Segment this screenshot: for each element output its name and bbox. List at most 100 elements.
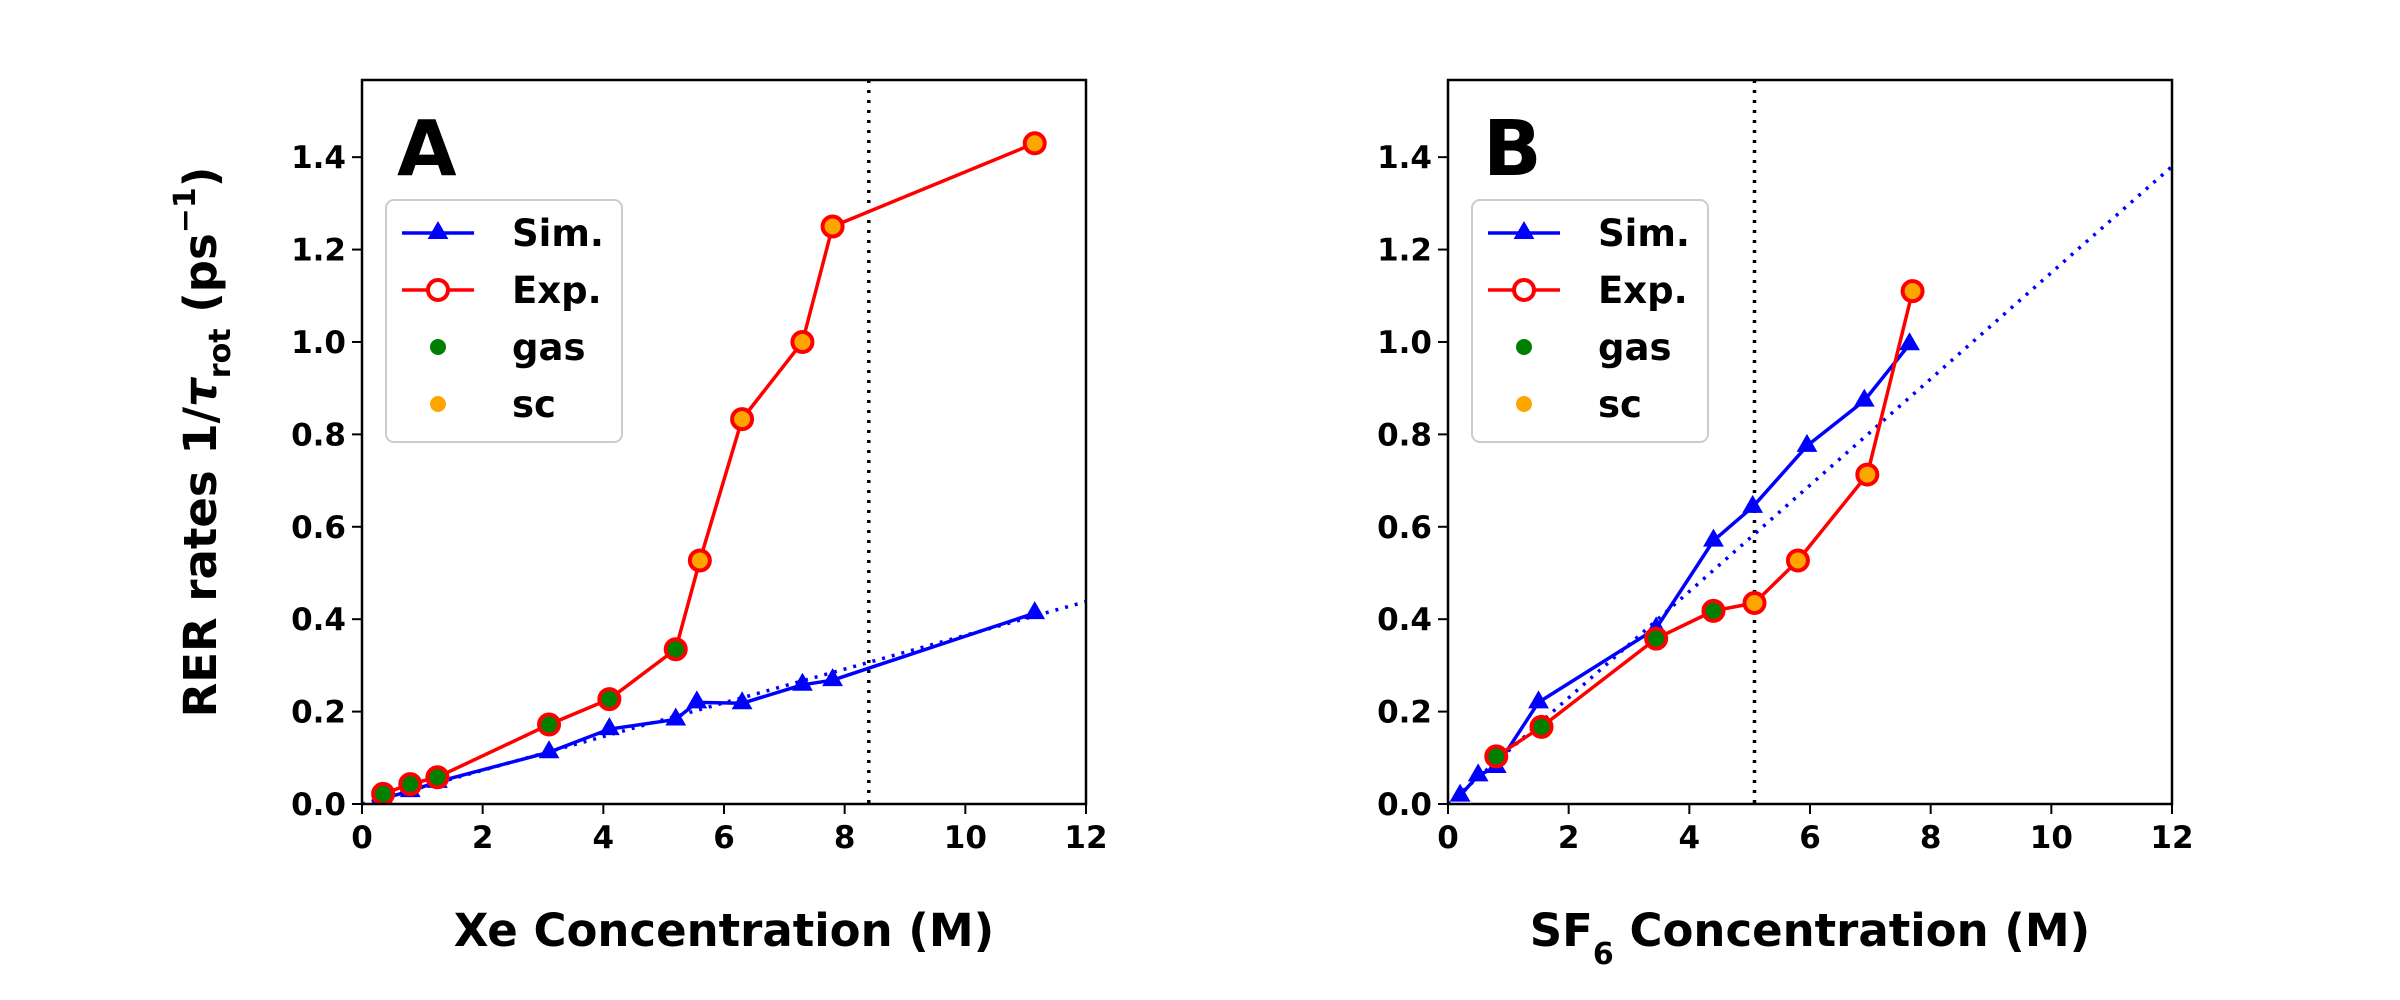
exp-point bbox=[1644, 626, 1669, 651]
sim-point bbox=[538, 740, 560, 759]
exp-point bbox=[1900, 279, 1925, 304]
y-tick-label: 0.6 bbox=[1377, 510, 1432, 546]
exp-point bbox=[1785, 548, 1810, 573]
panel-label: A bbox=[397, 105, 457, 194]
y-axis-label-unit-close: ) bbox=[174, 167, 227, 188]
y-axis-label-sub: rot bbox=[203, 328, 238, 378]
y-tick-label: 0.4 bbox=[1377, 602, 1432, 638]
legend-label: sc bbox=[512, 383, 556, 426]
sim-point bbox=[1796, 433, 1818, 452]
y-tick-label: 0.0 bbox=[291, 787, 346, 823]
panel-label: B bbox=[1483, 105, 1542, 194]
plot-area bbox=[1448, 80, 2172, 804]
legend-label: Sim. bbox=[512, 212, 604, 255]
legend-frame bbox=[385, 199, 623, 443]
exp-point bbox=[1701, 598, 1726, 623]
y-axis-label-unit-sup: −1 bbox=[168, 187, 203, 233]
sim-point bbox=[822, 668, 843, 687]
legend-gas-marker bbox=[430, 339, 446, 355]
legend-gas-marker bbox=[1516, 339, 1532, 355]
exp-point bbox=[1742, 591, 1767, 616]
legend-sim-marker bbox=[1513, 221, 1535, 239]
sim-point bbox=[792, 672, 813, 691]
x-tick-label: 2 bbox=[472, 820, 494, 856]
legend-exp-marker bbox=[426, 278, 450, 302]
legend-label: gas bbox=[1598, 326, 1671, 369]
plot-area bbox=[362, 80, 1086, 804]
legend-label: Exp. bbox=[512, 269, 602, 312]
x-tick-label: 10 bbox=[944, 820, 987, 856]
x-tick-label: 4 bbox=[1679, 820, 1701, 856]
sim-point bbox=[1742, 494, 1764, 513]
legend-sim-marker bbox=[427, 221, 449, 239]
sim-point bbox=[598, 717, 620, 736]
sim-point bbox=[686, 690, 708, 709]
y-tick-label: 0.0 bbox=[1377, 787, 1432, 823]
x-tick-label: 6 bbox=[713, 820, 735, 856]
legend-exp-marker bbox=[1512, 278, 1536, 302]
exp-point bbox=[730, 407, 755, 432]
sim-point bbox=[665, 707, 687, 726]
exp-point bbox=[790, 329, 815, 354]
panel-b: 0 2 4 6 8 10 12 0.0 0.2 0.4 0.6 0.8 1.0 1.2 1.4 SF6 Con… bbox=[1377, 78, 2194, 972]
x-tick-label: 0 bbox=[1437, 820, 1459, 856]
x-tick-label: 10 bbox=[2030, 820, 2073, 856]
exp-point bbox=[1484, 744, 1509, 769]
x-tick-label: 4 bbox=[593, 820, 615, 856]
exp-point bbox=[597, 687, 622, 712]
sim-point bbox=[1024, 601, 1046, 620]
x-axis-label: Xe Concentration (M) bbox=[454, 904, 994, 957]
y-tick-label: 0.8 bbox=[291, 417, 346, 453]
legend-label: gas bbox=[512, 326, 585, 369]
exp-point bbox=[687, 548, 712, 573]
legend-sc-marker bbox=[1516, 396, 1532, 412]
sim-point bbox=[1853, 388, 1875, 407]
exp-point bbox=[1855, 462, 1880, 487]
sim-point bbox=[1703, 528, 1724, 547]
y-tick-label: 1.0 bbox=[291, 325, 346, 361]
plot-frame bbox=[1446, 78, 2174, 806]
plot-frame bbox=[360, 78, 1088, 806]
x-tick-label: 12 bbox=[2150, 820, 2193, 856]
y-tick-label: 1.4 bbox=[1377, 140, 1432, 176]
exp-series-line bbox=[1495, 290, 1915, 758]
legend-label: sc bbox=[1598, 383, 1642, 426]
x-tick-label: 2 bbox=[1558, 820, 1580, 856]
x-axis-label-sub: 6 bbox=[1593, 937, 1614, 972]
x-axis-label: SF6 Concentration (M) bbox=[1530, 904, 2090, 972]
exp-point bbox=[537, 712, 562, 737]
exp-point bbox=[398, 772, 423, 797]
fit-line bbox=[1448, 165, 2172, 804]
x-tick-label: 0 bbox=[351, 820, 373, 856]
sim-point bbox=[731, 691, 753, 710]
y-tick-label: 1.2 bbox=[291, 233, 346, 269]
y-tick-label: 0.4 bbox=[291, 602, 346, 638]
y-axis-label-main: RER rates 1/ bbox=[174, 406, 227, 717]
legend: Sim. Exp. gas sc bbox=[385, 199, 623, 443]
x-axis-label-main: SF bbox=[1530, 904, 1593, 957]
y-axis-label-tau: τ bbox=[174, 376, 227, 407]
y-tick-label: 0.6 bbox=[291, 510, 346, 546]
x-tick-label: 8 bbox=[1920, 820, 1942, 856]
y-axis-label: RER rates 1/τrot (ps−1) bbox=[168, 167, 238, 718]
panel-a: 0 2 4 6 8 10 12 0.0 0.2 0.4 0.6 0.8 1.0 1.2 1.4 Xe Conc… bbox=[291, 78, 1108, 957]
legend: Sim. Exp. gas sc bbox=[1471, 199, 1709, 443]
exp-point bbox=[1529, 714, 1554, 739]
sim-point bbox=[1528, 690, 1549, 709]
exp-point bbox=[663, 637, 688, 662]
y-tick-label: 1.0 bbox=[1377, 325, 1432, 361]
x-axis-label-main: Xe Concentration (M) bbox=[454, 904, 994, 957]
x-tick-label: 8 bbox=[834, 820, 856, 856]
legend-label: Sim. bbox=[1598, 212, 1690, 255]
y-tick-label: 1.2 bbox=[1377, 233, 1432, 269]
y-tick-label: 0.2 bbox=[291, 695, 346, 731]
y-axis-label-unit-open: (ps bbox=[174, 233, 227, 328]
x-axis-label-rest: Concentration (M) bbox=[1614, 904, 2090, 957]
y-tick-label: 0.8 bbox=[1377, 417, 1432, 453]
x-tick-label: 12 bbox=[1064, 820, 1107, 856]
exp-point bbox=[1022, 131, 1047, 156]
sim-point bbox=[1467, 763, 1489, 782]
y-tick-label: 0.2 bbox=[1377, 695, 1432, 731]
exp-point bbox=[425, 765, 450, 790]
